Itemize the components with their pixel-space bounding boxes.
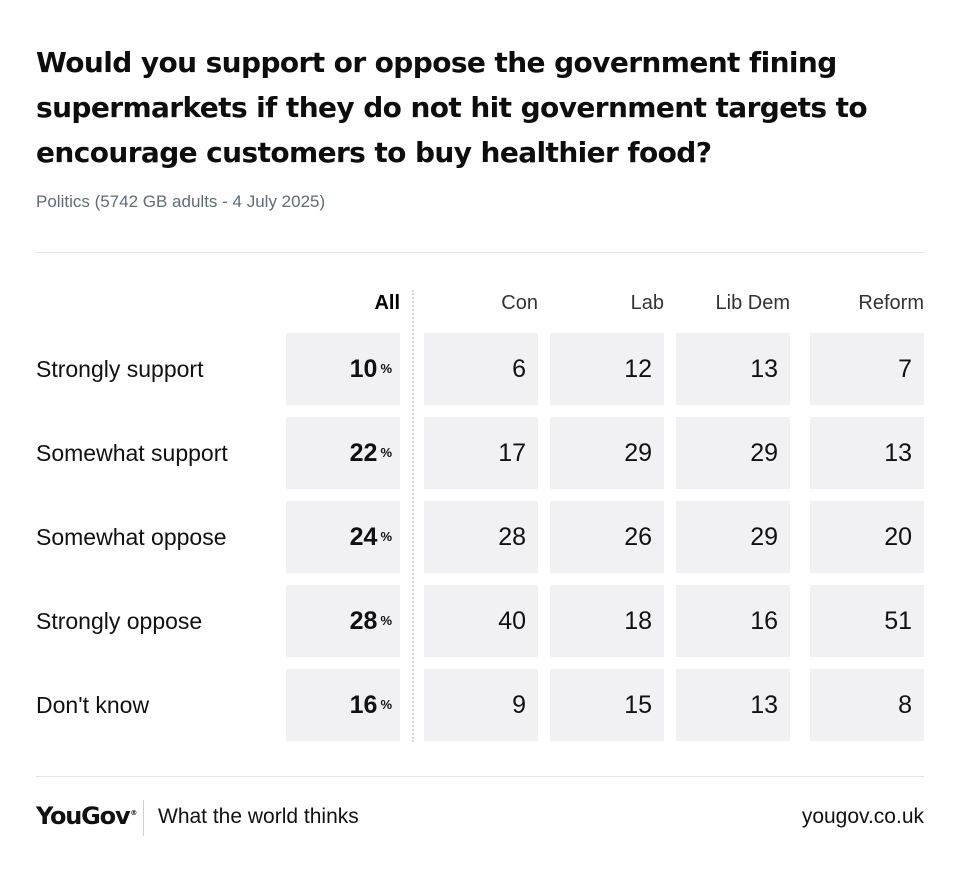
percent-symbol: %	[380, 361, 392, 376]
percent-symbol: %	[380, 445, 392, 460]
cell-strongly-support-lab: 12	[550, 333, 664, 405]
cell-somewhat-support-con: 17	[424, 417, 538, 489]
all-value: 10	[349, 355, 378, 383]
cell-don-t-know-all: 16%	[286, 669, 400, 741]
cell-strongly-support-con: 6	[424, 333, 538, 405]
yougov-logo: YouGov®	[36, 802, 138, 830]
cell-somewhat-oppose-con: 28	[424, 501, 538, 573]
cell-somewhat-support-all: 22%	[286, 417, 400, 489]
footer-url: yougov.co.uk	[801, 805, 924, 828]
percent-symbol: %	[380, 529, 392, 544]
row-label-strongly-oppose: Strongly oppose	[36, 608, 203, 634]
row-label-strongly-support: Strongly support	[36, 356, 204, 382]
registered-mark: ®	[130, 809, 138, 817]
percent-symbol: %	[380, 697, 392, 712]
all-value: 24	[349, 523, 378, 551]
percent-symbol: %	[380, 613, 392, 628]
cell-strongly-oppose-con: 40	[424, 585, 538, 657]
cell-somewhat-support-reform: 13	[810, 417, 924, 489]
row-label-somewhat-oppose: Somewhat oppose	[36, 524, 227, 550]
cell-strongly-oppose-all: 28%	[286, 585, 400, 657]
cell-somewhat-oppose-lab: 26	[550, 501, 664, 573]
cell-somewhat-support-lib-dem: 29	[676, 417, 790, 489]
cell-strongly-support-all: 10%	[286, 333, 400, 405]
column-header-lib-dem: Lib Dem	[715, 292, 790, 314]
all-column-divider	[412, 290, 414, 742]
cell-strongly-oppose-lab: 18	[550, 585, 664, 657]
top-divider	[36, 252, 924, 253]
cell-somewhat-support-lab: 29	[550, 417, 664, 489]
bottom-divider	[36, 776, 924, 777]
cell-somewhat-oppose-reform: 20	[810, 501, 924, 573]
footer-separator	[143, 800, 144, 836]
column-header-con: Con	[501, 292, 538, 314]
all-value: 28	[349, 607, 378, 635]
column-header-all: All	[374, 292, 400, 314]
cell-don-t-know-reform: 8	[810, 669, 924, 741]
column-header-reform: Reform	[858, 292, 924, 314]
row-label-somewhat-support: Somewhat support	[36, 440, 228, 466]
cell-don-t-know-con: 9	[424, 669, 538, 741]
cell-don-t-know-lab: 15	[550, 669, 664, 741]
cell-don-t-know-lib-dem: 13	[676, 669, 790, 741]
cell-somewhat-oppose-all: 24%	[286, 501, 400, 573]
footer-tagline: What the world thinks	[158, 805, 359, 828]
page-title: Would you support or oppose the governme…	[36, 46, 868, 169]
cell-strongly-support-reform: 7	[810, 333, 924, 405]
cell-somewhat-oppose-lib-dem: 29	[676, 501, 790, 573]
cell-strongly-support-lib-dem: 13	[676, 333, 790, 405]
subtitle: Politics (5742 GB adults - 4 July 2025)	[36, 192, 326, 211]
cell-strongly-oppose-reform: 51	[810, 585, 924, 657]
all-value: 22	[349, 439, 378, 467]
row-label-don-t-know: Don't know	[36, 692, 150, 718]
all-value: 16	[349, 691, 378, 719]
column-header-lab: Lab	[630, 292, 664, 314]
cell-strongly-oppose-lib-dem: 16	[676, 585, 790, 657]
